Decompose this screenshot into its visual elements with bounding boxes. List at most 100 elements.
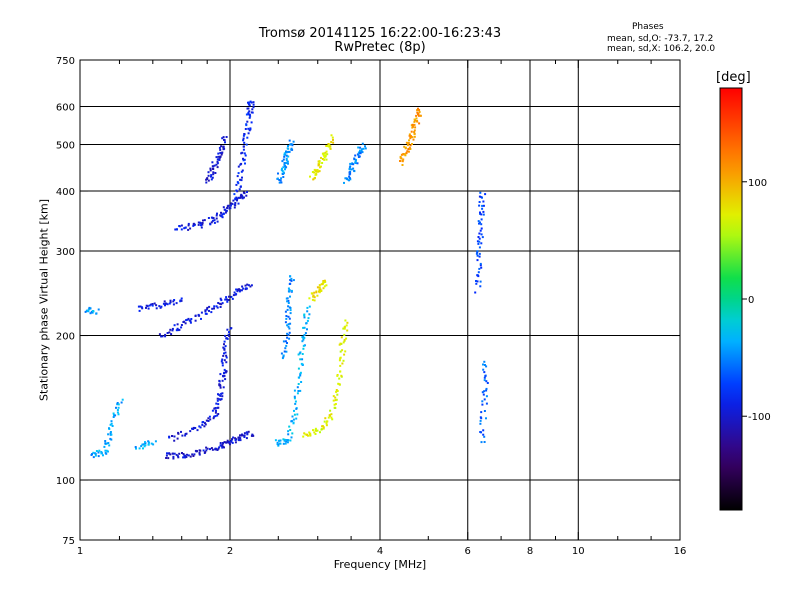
data-point — [486, 382, 489, 384]
data-point — [406, 150, 409, 153]
data-point — [200, 226, 203, 229]
data-point — [251, 433, 254, 436]
data-point — [217, 447, 220, 450]
data-point — [313, 291, 316, 294]
data-point — [217, 403, 220, 406]
data-point — [204, 423, 207, 426]
data-point — [354, 161, 357, 164]
data-point — [197, 313, 200, 316]
data-point — [285, 157, 288, 160]
data-point — [218, 380, 221, 383]
data-point — [322, 287, 325, 290]
data-point — [250, 284, 253, 287]
data-point — [191, 427, 193, 430]
data-point — [148, 304, 151, 307]
data-point — [215, 214, 218, 217]
data-point — [215, 217, 218, 220]
data-point — [223, 368, 226, 371]
data-point — [160, 305, 163, 308]
data-point — [340, 374, 343, 377]
data-point — [402, 158, 405, 161]
data-point — [220, 398, 223, 401]
data-point — [198, 452, 201, 455]
data-point — [210, 221, 213, 224]
data-point — [204, 309, 207, 312]
data-point — [212, 217, 215, 220]
data-point — [485, 365, 488, 368]
data-point — [359, 149, 361, 152]
data-point — [229, 207, 232, 210]
data-point — [409, 148, 412, 150]
data-point — [100, 452, 103, 455]
data-point — [216, 397, 219, 400]
data-point — [480, 233, 483, 236]
data-point — [485, 387, 488, 390]
data-point — [244, 162, 246, 165]
data-point — [240, 152, 243, 155]
data-point — [234, 202, 237, 204]
data-point — [480, 196, 483, 199]
data-point — [234, 197, 237, 200]
data-point — [248, 116, 251, 119]
data-point — [295, 407, 298, 410]
data-point — [416, 120, 419, 123]
data-point — [293, 395, 296, 398]
data-point — [312, 429, 314, 432]
data-point — [278, 442, 281, 445]
data-point — [241, 434, 243, 437]
data-point — [308, 431, 311, 434]
data-point — [284, 340, 287, 343]
data-point — [246, 136, 249, 139]
data-point — [219, 148, 222, 151]
data-point — [243, 432, 246, 435]
data-point — [352, 167, 355, 170]
data-point — [282, 354, 285, 357]
data-point — [359, 146, 362, 149]
data-point — [211, 219, 214, 222]
data-point — [172, 457, 175, 460]
data-point — [242, 159, 245, 162]
data-point — [292, 279, 295, 282]
data-point — [222, 206, 225, 209]
data-point — [305, 322, 308, 325]
data-point — [482, 429, 485, 432]
data-point — [225, 354, 228, 357]
data-point — [95, 312, 98, 315]
data-point — [325, 158, 328, 161]
data-point — [302, 435, 305, 438]
data-point — [222, 136, 225, 139]
data-point — [316, 294, 319, 297]
data-point — [209, 167, 212, 170]
data-point — [194, 449, 197, 452]
data-point — [285, 439, 288, 441]
data-point — [485, 402, 488, 405]
data-point — [326, 145, 329, 147]
data-point — [165, 457, 168, 459]
data-point — [282, 340, 285, 343]
data-point — [97, 455, 100, 458]
data-point — [223, 441, 226, 444]
data-point — [334, 403, 337, 405]
data-point — [199, 221, 202, 224]
data-point — [300, 362, 303, 365]
data-point — [217, 155, 220, 158]
data-point — [144, 444, 147, 447]
data-point — [104, 442, 107, 445]
data-point — [415, 114, 418, 117]
data-point — [330, 413, 333, 416]
data-point — [316, 429, 319, 432]
data-point — [116, 403, 119, 406]
data-point — [290, 277, 293, 280]
data-point — [84, 310, 87, 313]
data-point — [415, 117, 418, 120]
data-point — [288, 317, 291, 320]
data-point — [323, 279, 326, 282]
data-point — [480, 223, 483, 226]
data-point — [317, 170, 320, 173]
data-point — [245, 143, 248, 146]
data-point — [302, 326, 305, 329]
data-point — [341, 349, 344, 352]
data-point — [221, 392, 224, 395]
data-point — [327, 416, 330, 419]
data-point — [194, 314, 197, 317]
